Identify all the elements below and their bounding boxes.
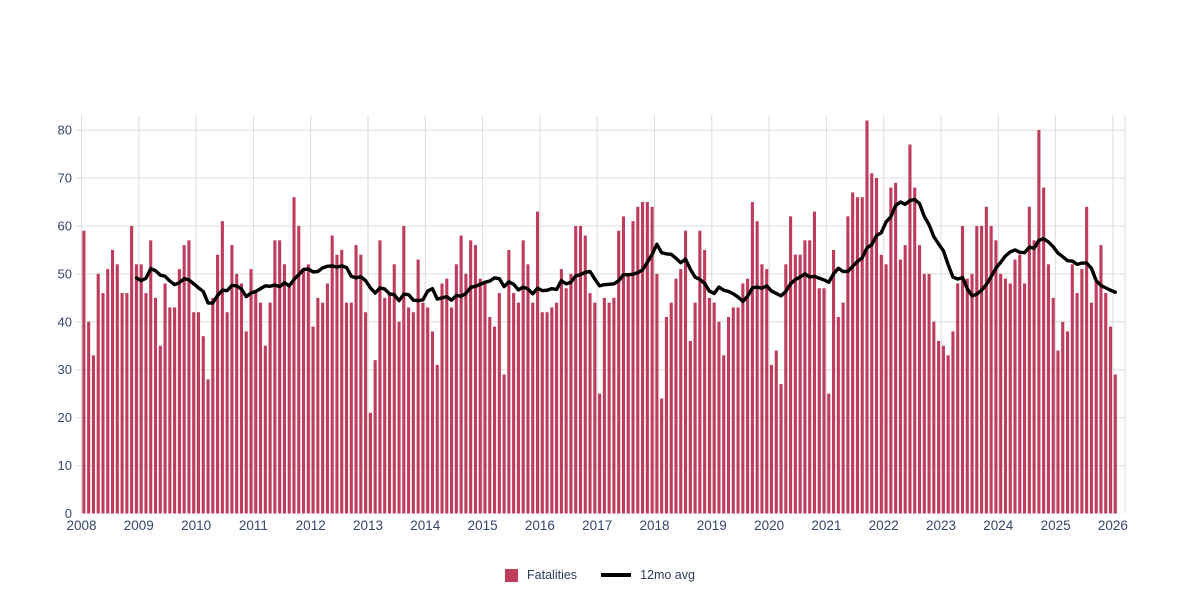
svg-text:2015: 2015 bbox=[468, 518, 498, 533]
svg-text:40: 40 bbox=[58, 314, 72, 329]
svg-text:2022: 2022 bbox=[869, 518, 899, 533]
svg-text:2026: 2026 bbox=[1098, 518, 1128, 533]
svg-text:2008: 2008 bbox=[66, 518, 96, 533]
svg-text:2017: 2017 bbox=[582, 518, 612, 533]
svg-text:2025: 2025 bbox=[1041, 518, 1071, 533]
svg-text:2019: 2019 bbox=[697, 518, 727, 533]
svg-text:2009: 2009 bbox=[124, 518, 154, 533]
svg-text:2010: 2010 bbox=[181, 518, 211, 533]
svg-text:2020: 2020 bbox=[754, 518, 784, 533]
legend-item-avg[interactable]: 12mo avg bbox=[601, 568, 695, 582]
svg-text:70: 70 bbox=[58, 171, 72, 186]
avg-legend-label: 12mo avg bbox=[640, 568, 695, 582]
svg-text:2012: 2012 bbox=[296, 518, 326, 533]
svg-text:2023: 2023 bbox=[926, 518, 956, 533]
avg-line-swatch-icon bbox=[601, 573, 632, 577]
svg-text:2021: 2021 bbox=[811, 518, 841, 533]
svg-text:2013: 2013 bbox=[353, 518, 383, 533]
svg-text:0: 0 bbox=[65, 506, 72, 521]
svg-text:2011: 2011 bbox=[239, 518, 268, 533]
chart-legend: Fatalities 12mo avg bbox=[0, 562, 1200, 588]
fatalities-legend-label: Fatalities bbox=[527, 568, 578, 582]
fatalities-swatch-icon bbox=[505, 568, 519, 582]
svg-text:2014: 2014 bbox=[410, 518, 441, 533]
svg-text:80: 80 bbox=[58, 123, 72, 138]
svg-text:2018: 2018 bbox=[639, 518, 669, 533]
svg-text:2024: 2024 bbox=[983, 518, 1014, 533]
svg-text:20: 20 bbox=[58, 410, 72, 425]
svg-text:60: 60 bbox=[58, 218, 72, 233]
svg-text:50: 50 bbox=[58, 266, 72, 281]
legend-item-fatalities[interactable]: Fatalities bbox=[505, 568, 577, 582]
svg-text:30: 30 bbox=[58, 362, 72, 377]
svg-text:10: 10 bbox=[58, 458, 72, 473]
svg-text:2016: 2016 bbox=[525, 518, 555, 533]
